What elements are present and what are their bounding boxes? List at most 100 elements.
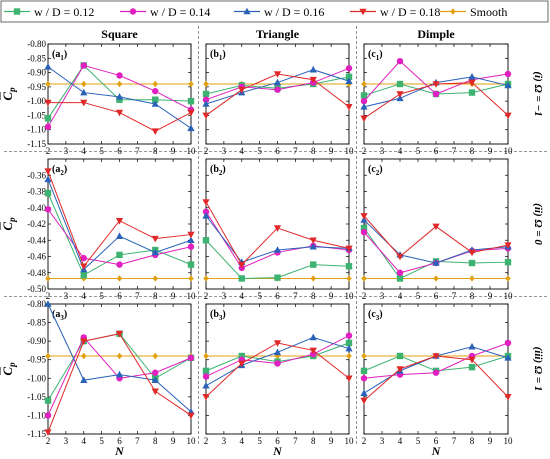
- panel-label: (b1): [210, 49, 226, 62]
- y-tick-label: -0.50: [27, 284, 46, 294]
- series-w-d-0-18: [360, 79, 512, 123]
- x-tick-label: 7: [452, 436, 457, 446]
- x-tick-label: 5: [99, 146, 104, 156]
- y-tick-label: -1.00: [27, 373, 46, 383]
- y-tick-label: -0.85: [27, 53, 46, 63]
- column-title: Triangle: [256, 27, 300, 41]
- panel-label: (b2): [210, 164, 226, 177]
- panel-b1: 2 3 4 5 6 7 8 9 10 (b1): [202, 43, 354, 156]
- data-point: [151, 376, 159, 383]
- panel-frame: [205, 158, 350, 290]
- data-point: [203, 80, 209, 88]
- data-point: [504, 258, 512, 266]
- x-tick-label: 9: [171, 146, 176, 156]
- data-point: [360, 367, 368, 375]
- x-tick-label: 6: [117, 291, 122, 301]
- data-point: [273, 348, 282, 356]
- data-point: [152, 96, 159, 103]
- data-point: [116, 96, 123, 103]
- y-tick-label: -0.40: [27, 203, 46, 213]
- series-w-d-0-18: [44, 330, 195, 436]
- x-tick-label: 9: [488, 146, 493, 156]
- data-point: [115, 330, 124, 338]
- data-point: [273, 78, 282, 86]
- series-line: [363, 215, 509, 258]
- data-point: [361, 275, 367, 282]
- y-axis-label: Cp: [0, 217, 17, 231]
- data-point: [309, 65, 317, 73]
- data-point: [396, 253, 404, 261]
- data-point: [187, 261, 195, 268]
- y-tick-label: -0.80: [27, 299, 46, 309]
- data-point: [468, 73, 476, 80]
- series-w-d-0-18: [360, 213, 512, 261]
- data-point: [345, 77, 353, 84]
- x-tick-label: 5: [416, 436, 421, 446]
- x-tick-label: 7: [293, 291, 298, 301]
- y-tick-label: -0.95: [27, 355, 46, 365]
- x-tick-label: 2: [46, 291, 51, 301]
- x-tick-label: 2: [362, 146, 367, 156]
- data-point: [432, 259, 440, 266]
- x-tick-label: 3: [380, 436, 385, 446]
- panel-a1: -0.80 -0.85 -0.90 -0.95 -1.00 -1.05 -1.10 -1.15…: [27, 39, 196, 156]
- data-point: [44, 115, 52, 122]
- y-tick-label: -0.80: [27, 39, 46, 49]
- data-point: [202, 199, 210, 206]
- x-tick-label: 9: [488, 436, 493, 446]
- data-point: [468, 89, 476, 96]
- x-tick-label: 9: [329, 436, 334, 446]
- data-point: [202, 373, 210, 380]
- data-point: [115, 217, 124, 225]
- x-tick-label: 4: [82, 436, 87, 446]
- x-tick-label: 5: [416, 146, 421, 156]
- data-point: [116, 72, 123, 79]
- data-point: [45, 352, 51, 360]
- series-w-d-0-16: [202, 333, 353, 389]
- data-point: [309, 347, 317, 355]
- x-tick-label: 4: [240, 436, 245, 446]
- data-point: [238, 275, 245, 282]
- x-tick-label: 5: [99, 436, 104, 446]
- x-tick-label: 2: [204, 291, 209, 301]
- data-point: [345, 332, 353, 339]
- y-tick-label: -0.36: [27, 170, 46, 180]
- data-point: [187, 236, 195, 244]
- legend-label: w / D = 0.16: [264, 5, 324, 19]
- data-point: [187, 243, 195, 250]
- legend: w / D = 0.12 w / D = 0.14 w / D = 0.16 w / …: [0, 0, 549, 23]
- data-point: [152, 80, 158, 88]
- row-label-text: (iii) Ω = 1: [532, 347, 544, 392]
- data-point: [396, 275, 404, 282]
- data-point: [115, 109, 124, 117]
- x-tick-label: 3: [222, 146, 227, 156]
- data-point: [116, 275, 123, 282]
- series-w-d-0-18: [44, 99, 195, 135]
- legend-marker: [359, 8, 367, 16]
- x-tick-label: 4: [240, 146, 245, 156]
- data-point: [81, 80, 87, 88]
- data-point: [151, 128, 159, 135]
- data-point: [202, 112, 210, 120]
- series-line: [363, 231, 509, 274]
- series-smooth: [45, 275, 194, 282]
- data-point: [116, 352, 123, 360]
- data-point: [432, 353, 440, 360]
- data-point: [310, 275, 316, 282]
- data-point: [202, 212, 210, 219]
- data-point: [152, 275, 158, 282]
- data-point: [309, 333, 317, 341]
- data-point: [80, 376, 88, 383]
- data-point: [202, 367, 210, 375]
- data-point: [468, 79, 476, 87]
- x-tick-label: 6: [117, 436, 122, 446]
- y-tick-label: -0.85: [27, 318, 46, 328]
- data-point: [202, 237, 210, 244]
- series-line: [363, 82, 509, 119]
- x-tick-label: 3: [222, 436, 227, 446]
- legend-item: w / D = 0.12: [4, 5, 94, 19]
- data-point: [345, 339, 353, 347]
- data-point: [203, 275, 209, 282]
- x-tick-label: 3: [64, 291, 69, 301]
- x-tick-label: 10: [345, 436, 355, 446]
